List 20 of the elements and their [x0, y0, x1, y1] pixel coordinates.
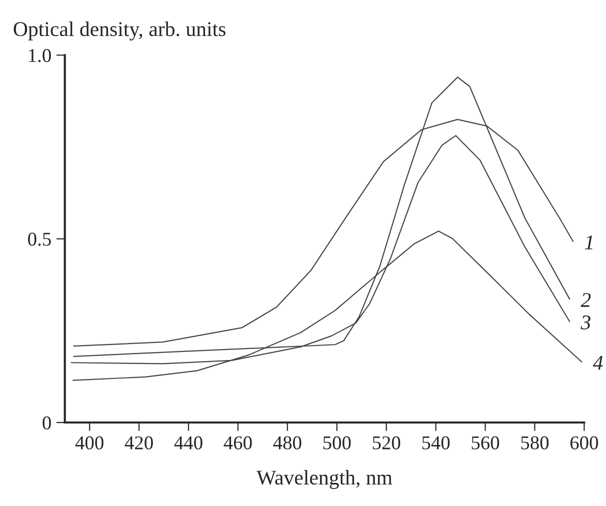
x-tick-label: 440: [174, 436, 202, 450]
y-tick-label: 1.0: [29, 48, 51, 62]
x-tick-label: 420: [124, 436, 153, 450]
series-label: 3: [580, 315, 590, 330]
x-tick-label: 540: [422, 436, 450, 450]
series-label: 1: [584, 235, 592, 250]
x-tick-label: 460: [224, 436, 252, 450]
x-tick-label: 600: [570, 436, 598, 450]
x-tick-label: 500: [323, 436, 351, 450]
x-tick-label: 400: [75, 436, 104, 450]
y-tick-label: 0: [42, 416, 51, 430]
x-axis-title: Wavelength, nm: [256, 470, 392, 489]
x-tick-label: 480: [273, 436, 302, 450]
y-axis-title: Optical density, arb. units: [14, 22, 226, 40]
x-tick-label: 560: [472, 436, 500, 450]
x-tick-label: 520: [372, 436, 400, 450]
y-tick-label: 0.5: [28, 232, 51, 246]
x-tick-label: 580: [521, 436, 549, 450]
series-label: 2: [580, 293, 591, 307]
series-label: 4: [592, 356, 603, 370]
